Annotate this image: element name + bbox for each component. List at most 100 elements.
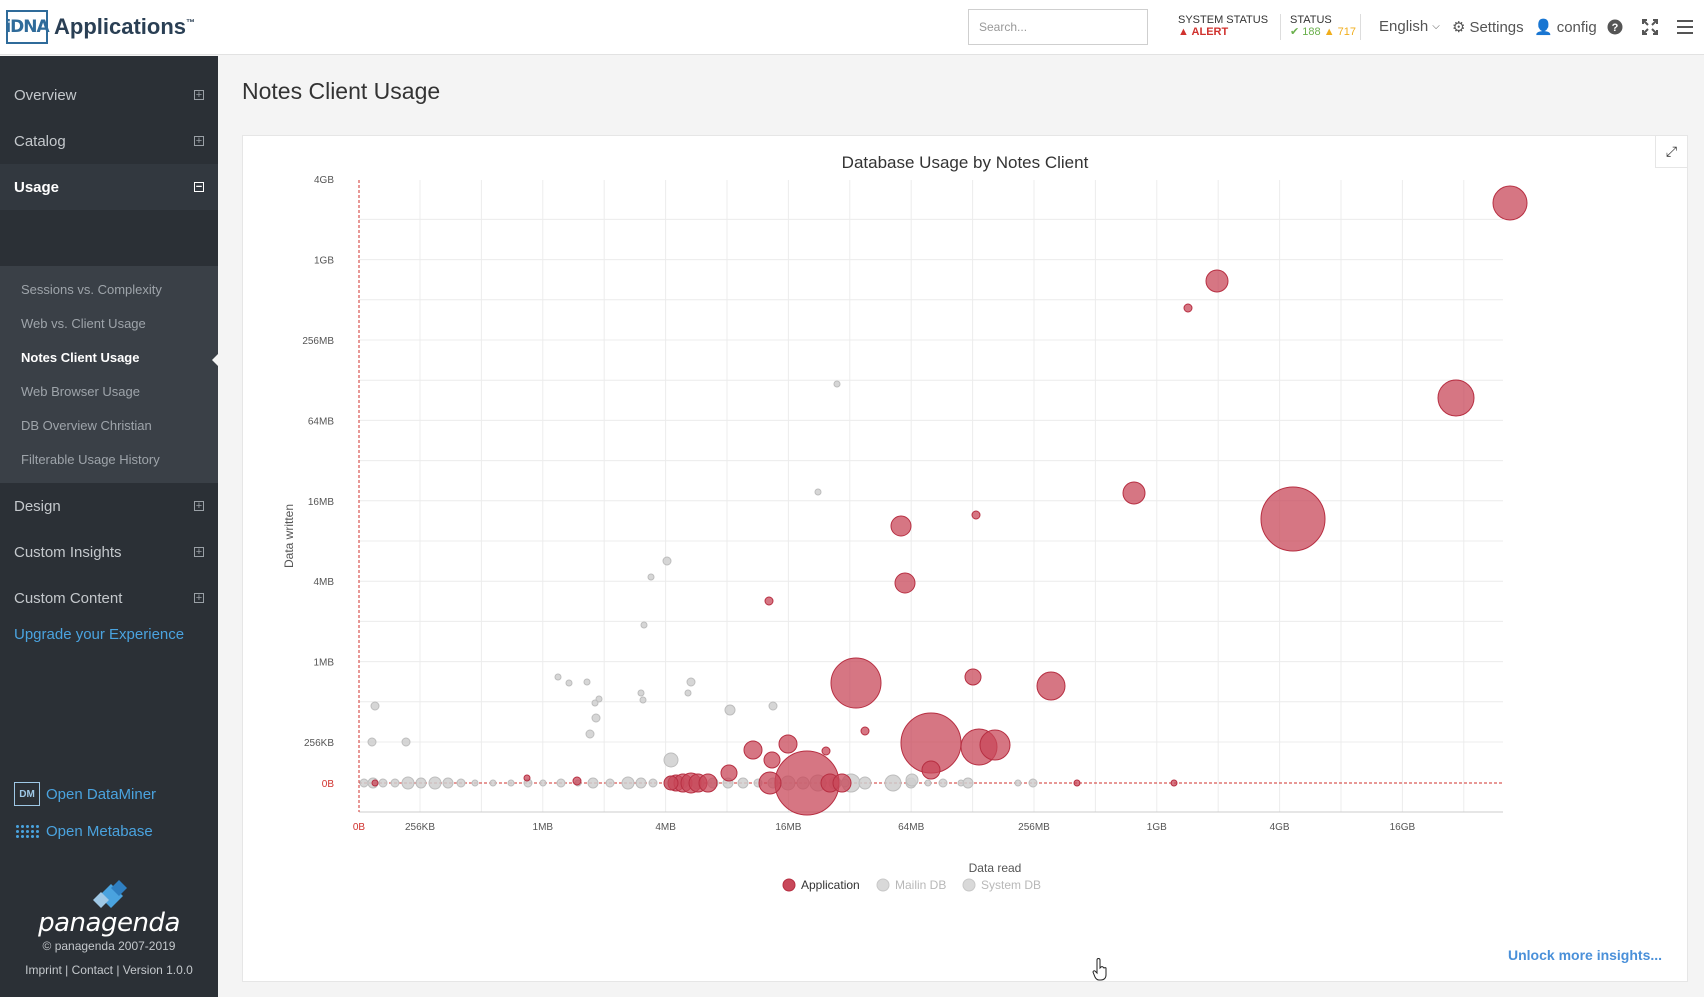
upgrade-link[interactable]: Upgrade your Experience <box>14 626 185 643</box>
chart-legend: Application Mailin DB System DB <box>782 878 1041 892</box>
application-bubble <box>1492 185 1528 221</box>
x-tick-label: 4GB <box>1270 822 1290 833</box>
sidebar-item-custom-content[interactable]: Custom Content + <box>14 589 204 607</box>
expand-icon: + <box>194 592 204 604</box>
divider <box>1360 14 1361 40</box>
unlock-insights-link[interactable]: Unlock more insights... <box>1508 947 1663 963</box>
sidebar-item-overview[interactable]: Overview + <box>14 86 204 104</box>
inactive-bubble <box>401 776 415 790</box>
inactive-bubble <box>378 778 388 788</box>
x-tick-label: 0B <box>353 822 366 833</box>
user-icon: 👤 <box>1534 19 1553 36</box>
search-input[interactable] <box>968 9 1148 45</box>
legend-item-application[interactable]: Application <box>782 878 860 892</box>
chevron-down-icon: ⌵ <box>1432 21 1440 32</box>
inactive-bubble <box>587 777 599 789</box>
inactive-bubble <box>539 779 547 787</box>
inactive-bubble <box>635 777 647 789</box>
submenu-web-browser-usage[interactable]: Web Browser Usage <box>21 384 140 399</box>
legend-marker <box>782 878 796 892</box>
submenu-sessions-vs-complexity[interactable]: Sessions vs. Complexity <box>21 282 162 297</box>
footer-links[interactable]: Imprint | Contact | Version 1.0.0 <box>25 963 193 977</box>
inactive-bubble <box>428 776 442 790</box>
inactive-bubble <box>359 778 369 788</box>
hamburger-menu-icon[interactable] <box>1674 16 1696 38</box>
x-tick-label: 256KB <box>405 822 435 833</box>
y-tick-label: 1GB <box>314 256 334 267</box>
application-bubble <box>1205 269 1229 293</box>
settings-link[interactable]: ⚙ Settings <box>1452 18 1524 37</box>
inactive-bubble <box>471 779 479 787</box>
sidebar-item-design[interactable]: Design + <box>14 497 204 515</box>
inactive-bubble <box>684 689 692 697</box>
language-dropdown[interactable]: English ⌵ <box>1379 18 1440 35</box>
expand-chart-icon[interactable]: ⤢ <box>1655 136 1687 168</box>
usage-submenu: Sessions vs. Complexity Web vs. Client U… <box>0 266 219 483</box>
idna-logo-icon: iDNA <box>5 10 50 44</box>
page-title: Notes Client Usage <box>242 78 441 104</box>
inactive-bubble <box>639 696 647 704</box>
application-bubble <box>523 774 531 782</box>
submenu-db-overview-christian[interactable]: DB Overview Christian <box>21 418 152 433</box>
sidebar-item-catalog[interactable]: Catalog + <box>14 132 204 150</box>
status[interactable]: STATUS ✔ 188 ▲ 717 <box>1290 14 1357 38</box>
sidebar: Overview + Catalog + Usage − Sessions vs. C… <box>0 56 219 997</box>
inactive-bubble <box>585 729 595 739</box>
open-dataminer-link[interactable]: DM Open DataMiner <box>14 782 156 806</box>
open-metabase-link[interactable]: Open Metabase <box>14 819 153 843</box>
y-tick-label: 16MB <box>308 497 334 508</box>
legend-label: System DB <box>981 878 1041 892</box>
divider <box>1280 14 1281 40</box>
x-tick-label: 256MB <box>1018 822 1050 833</box>
y-tick-label: 0B <box>322 779 335 790</box>
warning-icon: ▲ <box>1178 26 1189 38</box>
application-bubble <box>921 760 941 780</box>
submenu-notes-client-usage[interactable]: Notes Client Usage <box>21 350 140 365</box>
metabase-icon <box>14 819 40 843</box>
help-icon[interactable]: ? <box>1604 16 1626 38</box>
inactive-bubble <box>637 689 645 697</box>
warning-icon: ▲ <box>1323 26 1335 38</box>
application-bubble <box>821 746 831 756</box>
application-bubble <box>894 572 916 594</box>
user-menu[interactable]: 👤 config <box>1534 18 1597 37</box>
application-bubble <box>663 775 679 791</box>
sidebar-item-usage[interactable]: Usage − <box>0 164 218 210</box>
inactive-bubble <box>724 704 736 716</box>
submenu-filterable-usage-history[interactable]: Filterable Usage History <box>21 452 160 467</box>
sidebar-item-custom-insights[interactable]: Custom Insights + <box>14 543 204 561</box>
inactive-bubble <box>924 779 932 787</box>
x-tick-label: 1GB <box>1147 822 1167 833</box>
x-tick-label: 1MB <box>533 822 554 833</box>
inactive-bubble <box>367 737 377 747</box>
inactive-bubble <box>938 778 948 788</box>
app-logo[interactable]: iDNA Applications™ <box>5 10 195 44</box>
check-icon: ✔ <box>1290 26 1300 38</box>
legend-item-system-db[interactable]: System DB <box>962 878 1041 892</box>
inactive-bubble <box>1014 779 1022 787</box>
expand-icon: + <box>194 500 204 512</box>
inactive-bubble <box>858 776 872 790</box>
legend-item-mailin-db[interactable]: Mailin DB <box>876 878 946 892</box>
application-bubble <box>1122 481 1146 505</box>
application-bubble <box>743 740 763 760</box>
gear-icon: ⚙ <box>1452 19 1466 36</box>
inactive-bubble <box>591 713 601 723</box>
system-status[interactable]: SYSTEM STATUS ▲ ALERT <box>1178 14 1269 38</box>
application-bubble <box>890 515 912 537</box>
fullscreen-icon[interactable] <box>1639 16 1661 38</box>
inactive-bubble <box>662 556 672 566</box>
submenu-web-vs-client-usage[interactable]: Web vs. Client Usage <box>21 316 146 331</box>
application-bubble <box>1036 671 1066 701</box>
inactive-bubble <box>962 777 974 789</box>
x-tick-label: 16MB <box>775 822 801 833</box>
inactive-bubble <box>390 778 400 788</box>
y-tick-label: 256KB <box>304 738 334 749</box>
application-bubble <box>832 773 852 793</box>
panagenda-mark-icon <box>79 878 139 908</box>
copyright: © panagenda 2007-2019 <box>42 939 176 953</box>
inactive-bubble <box>554 673 562 681</box>
legend-label: Application <box>801 878 860 892</box>
inactive-bubble <box>814 488 822 496</box>
legend-label: Mailin DB <box>895 878 946 892</box>
